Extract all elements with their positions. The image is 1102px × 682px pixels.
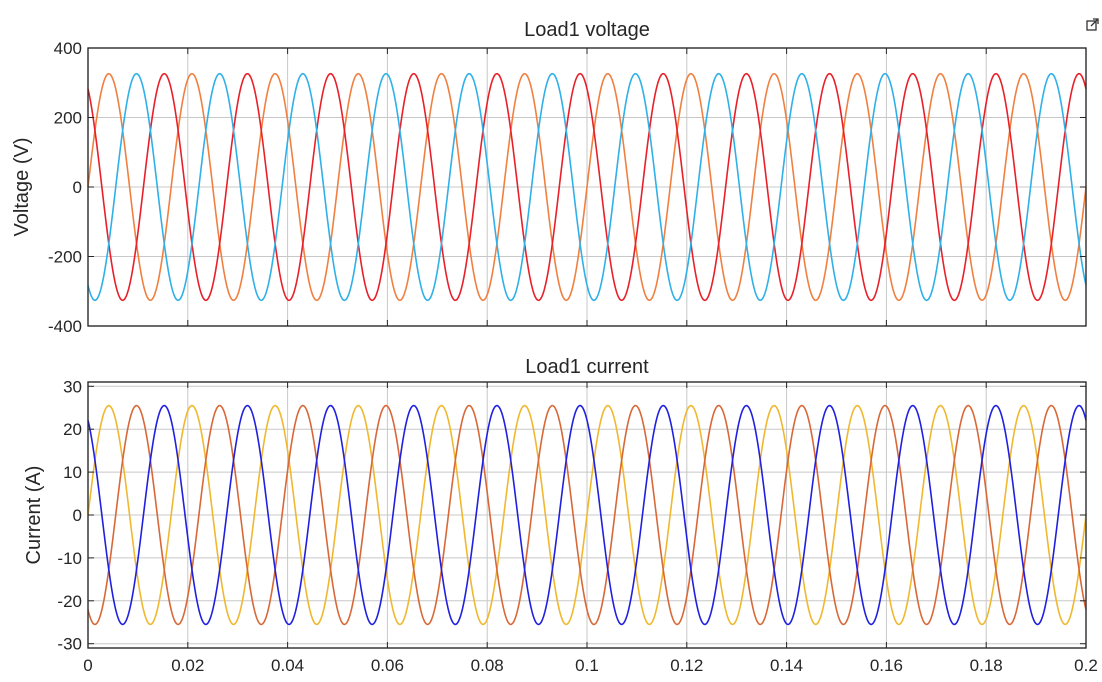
current-ytick-label: -30 bbox=[57, 635, 82, 654]
current-ytick-label: 20 bbox=[63, 420, 82, 439]
current-ytick-label: 0 bbox=[73, 506, 82, 525]
current-series bbox=[87, 404, 1087, 626]
current-xtick-label: 0.1 bbox=[575, 656, 599, 675]
current-ticks: 0 0.02 0.04 0.06 0.08 0.1 0.12 0.14 0.16 0.18 0.2 -… bbox=[57, 377, 1097, 675]
voltage-series-line-3 bbox=[87, 72, 1087, 302]
voltage-ytick-label: 0 bbox=[73, 178, 82, 197]
current-series-line-3 bbox=[87, 404, 1087, 626]
current-series-line-2 bbox=[87, 404, 1087, 626]
current-xtick-label: 0.2 bbox=[1074, 656, 1098, 675]
voltage-title: Load1 voltage bbox=[524, 19, 650, 41]
current-ylabel: Current (A) bbox=[23, 466, 45, 565]
current-ytick-label: -10 bbox=[57, 549, 82, 568]
current-xtick-label: 0.04 bbox=[271, 656, 304, 675]
current-xtick-label: 0 bbox=[83, 656, 92, 675]
current-series-line-1 bbox=[87, 404, 1087, 626]
current-xtick-label: 0.08 bbox=[471, 656, 504, 675]
current-xtick-label: 0.12 bbox=[670, 656, 703, 675]
current-xtick-label: 0.18 bbox=[970, 656, 1003, 675]
current-ytick-label: 30 bbox=[63, 377, 82, 396]
voltage-series-line-2 bbox=[87, 72, 1087, 302]
current-xtick-label: 0.14 bbox=[770, 656, 803, 675]
voltage-ytick-label: 200 bbox=[54, 109, 82, 128]
current-xtick-label: 0.16 bbox=[870, 656, 903, 675]
voltage-ylabel: Voltage (V) bbox=[11, 138, 33, 237]
voltage-ytick-label: 400 bbox=[54, 39, 82, 58]
current-ytick-label: -20 bbox=[57, 592, 82, 611]
voltage-axes: -400 -200 0 200 400 Load1 voltage Voltage (V… bbox=[11, 19, 1087, 336]
current-axes: 0 0.02 0.04 0.06 0.08 0.1 0.12 0.14 0.16 0.18 0.2 -… bbox=[23, 356, 1098, 675]
voltage-ytick-label: -400 bbox=[48, 317, 82, 336]
current-title: Load1 current bbox=[525, 356, 649, 378]
voltage-series-line-1 bbox=[87, 72, 1087, 302]
export-arrow-icon[interactable] bbox=[1086, 18, 1099, 31]
voltage-series bbox=[87, 72, 1087, 302]
voltage-ticks: -400 -200 0 200 400 bbox=[48, 39, 1087, 336]
current-xtick-label: 0.02 bbox=[171, 656, 204, 675]
current-xtick-label: 0.06 bbox=[371, 656, 404, 675]
current-ytick-label: 10 bbox=[63, 463, 82, 482]
voltage-ytick-label: -200 bbox=[48, 248, 82, 267]
